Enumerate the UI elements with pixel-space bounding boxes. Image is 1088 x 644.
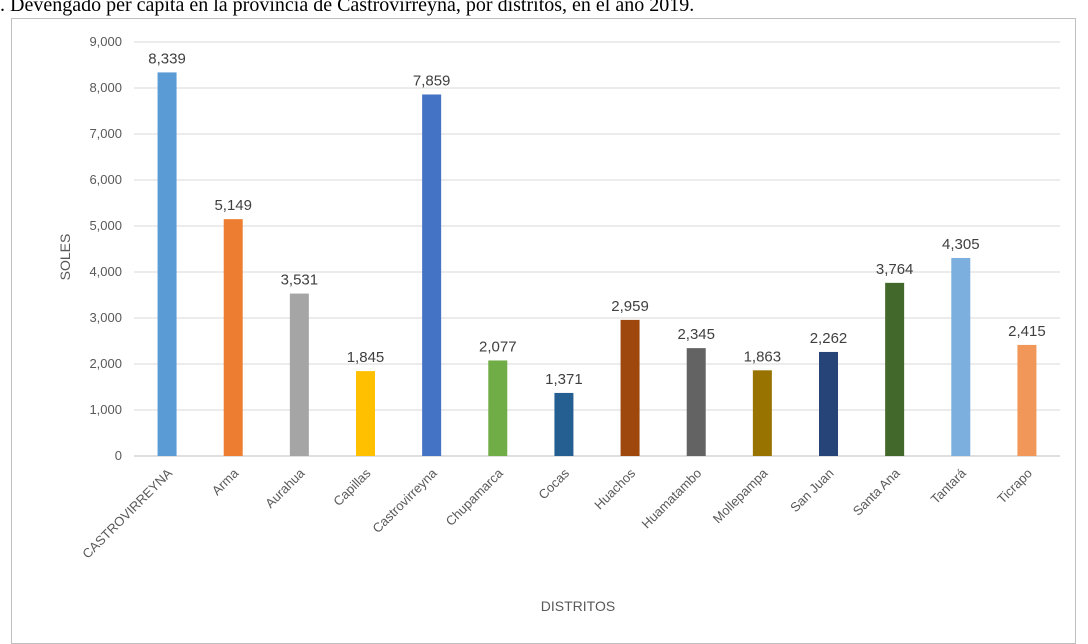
data-label: 5,149 [214, 197, 252, 214]
bar [951, 257, 971, 456]
data-label: 1,371 [545, 371, 583, 388]
x-category-label: Santa Ana [850, 465, 904, 519]
x-category-label: Tantará [928, 465, 970, 507]
y-axis-ticks: 0 1,000 2,000 3,000 4,000 5,000 6,000 7,000 8,00… [89, 34, 122, 463]
y-tick-label: 0 [115, 448, 122, 463]
data-label: 7,859 [413, 72, 451, 89]
y-tick-label: 4,000 [89, 264, 122, 279]
bar [157, 72, 177, 456]
x-category-label: Cocas [535, 465, 572, 502]
y-tick-label: 5,000 [89, 218, 122, 233]
x-category-label: CASTROVIRREYNA [79, 465, 175, 561]
x-category-label: Mollepampa [710, 465, 771, 526]
bars [157, 72, 1037, 457]
y-axis-title: SOLES [57, 234, 73, 281]
bar [223, 219, 243, 456]
x-category-label: Ticrapo [994, 466, 1035, 507]
bar [819, 351, 838, 456]
bar [1017, 344, 1037, 456]
bar-chart: 0 1,000 2,000 3,000 4,000 5,000 6,000 7,000 8,00… [57, 34, 1060, 614]
y-tick-label: 1,000 [89, 402, 122, 417]
x-axis-categories: CASTROVIRREYNA Arma Aurahua CapillasCastrov… [79, 465, 1035, 561]
bar [289, 293, 309, 456]
y-tick-label: 9,000 [89, 34, 122, 49]
x-category-label: Chupamarca [443, 465, 507, 529]
x-category-label: Huachos [591, 465, 638, 512]
bar [356, 371, 375, 456]
x-category-label: Capillas [330, 465, 374, 509]
bar [620, 319, 640, 456]
x-category-label: Castrovirreyna [369, 465, 440, 536]
x-category-label: San Juan [787, 466, 836, 515]
figure-caption: . Devengado per cápita en la provincia d… [0, 0, 695, 16]
y-tick-label: 6,000 [89, 172, 122, 187]
chart-area: 0 1,000 2,000 3,000 4,000 5,000 6,000 7,000 8,00… [11, 18, 1076, 644]
bar [422, 94, 442, 457]
bar [686, 348, 706, 456]
x-category-label: Huamatambo [639, 466, 705, 532]
y-tick-label: 7,000 [89, 126, 122, 141]
bar [752, 370, 772, 456]
x-category-label: Arma [209, 465, 242, 498]
data-label: 3,764 [876, 261, 914, 278]
x-axis-title: DISTRITOS [541, 598, 615, 614]
data-labels: 8,339 5,149 3,531 1,845 7,859 2,077 1,371 2,959… [148, 50, 1045, 388]
y-tick-label: 8,000 [89, 80, 122, 95]
data-label: 1,863 [744, 348, 782, 365]
bar [885, 282, 905, 456]
data-label: 2,077 [479, 338, 517, 355]
data-label: 2,262 [810, 330, 848, 347]
x-category-label: Aurahua [262, 465, 308, 511]
bar [554, 392, 574, 456]
data-label: 2,345 [677, 326, 715, 343]
data-label: 1,845 [347, 349, 385, 366]
y-tick-label: 2,000 [89, 356, 122, 371]
data-label: 3,531 [281, 272, 319, 289]
bar [488, 360, 508, 456]
data-label: 2,959 [611, 298, 649, 315]
data-label: 4,305 [942, 236, 980, 253]
data-label: 8,339 [148, 50, 186, 67]
gridlines [134, 41, 1060, 457]
y-tick-label: 3,000 [89, 310, 122, 325]
data-label: 2,415 [1008, 323, 1046, 340]
